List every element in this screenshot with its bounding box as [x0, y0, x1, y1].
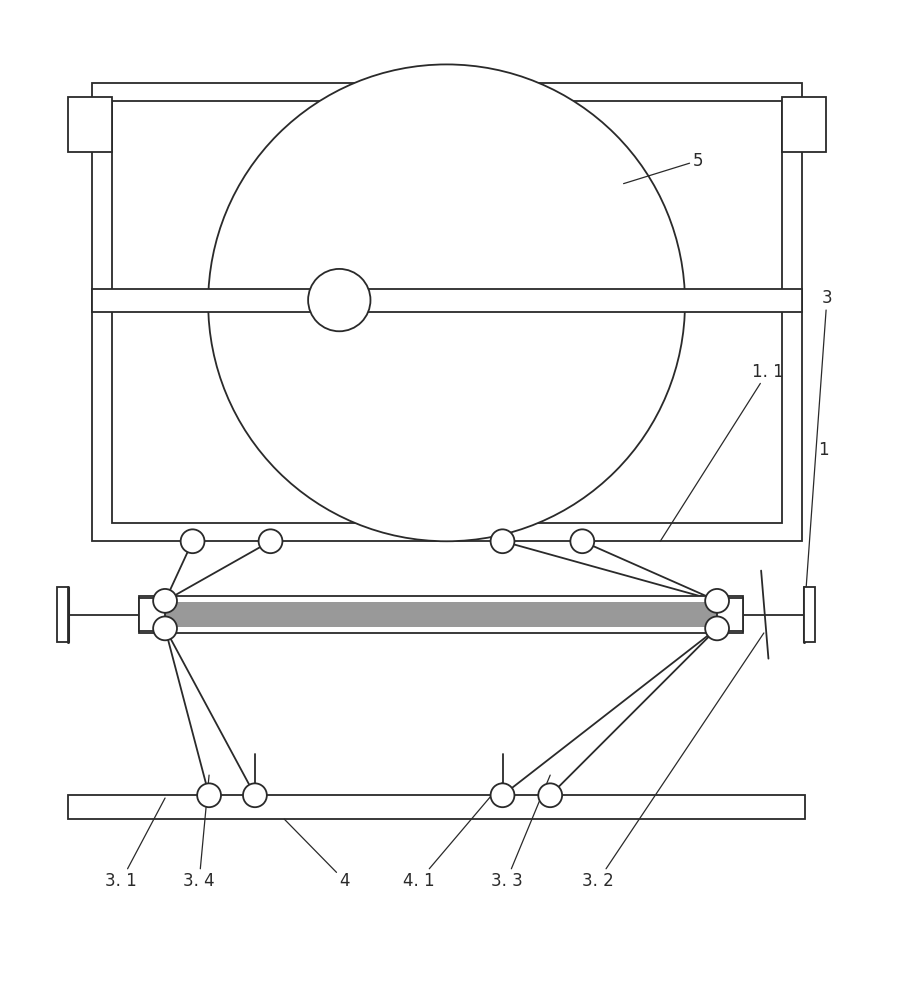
Text: 5: 5	[624, 152, 702, 184]
Bar	[139, 598, 165, 631]
Text: 3. 3: 3. 3	[491, 775, 550, 890]
Bar	[782, 97, 826, 152]
Circle shape	[491, 783, 514, 807]
Bar	[92, 83, 802, 541]
Circle shape	[705, 616, 729, 640]
Circle shape	[491, 529, 514, 553]
Bar	[68, 97, 112, 152]
Circle shape	[570, 529, 594, 553]
Circle shape	[243, 783, 267, 807]
Circle shape	[705, 589, 729, 613]
Text: 1. 1: 1. 1	[660, 363, 784, 541]
Circle shape	[208, 64, 685, 541]
Bar	[68, 795, 805, 819]
Circle shape	[153, 589, 177, 613]
Circle shape	[308, 269, 370, 331]
Text: 3. 2: 3. 2	[582, 633, 764, 890]
Bar	[717, 598, 743, 631]
Text: 3: 3	[804, 289, 833, 615]
Circle shape	[197, 783, 221, 807]
Bar	[57, 587, 68, 642]
Text: 4. 1: 4. 1	[403, 782, 503, 890]
Text: 4: 4	[284, 819, 349, 890]
Bar	[92, 289, 802, 312]
Text: 1: 1	[818, 441, 829, 459]
Circle shape	[259, 529, 282, 553]
Bar	[804, 587, 815, 642]
Bar	[158, 602, 724, 627]
Text: 3. 1: 3. 1	[105, 798, 165, 890]
Text: 3. 4: 3. 4	[183, 775, 215, 890]
Bar	[112, 101, 782, 523]
Circle shape	[153, 616, 177, 640]
Bar	[139, 596, 743, 633]
Circle shape	[538, 783, 562, 807]
Circle shape	[181, 529, 204, 553]
